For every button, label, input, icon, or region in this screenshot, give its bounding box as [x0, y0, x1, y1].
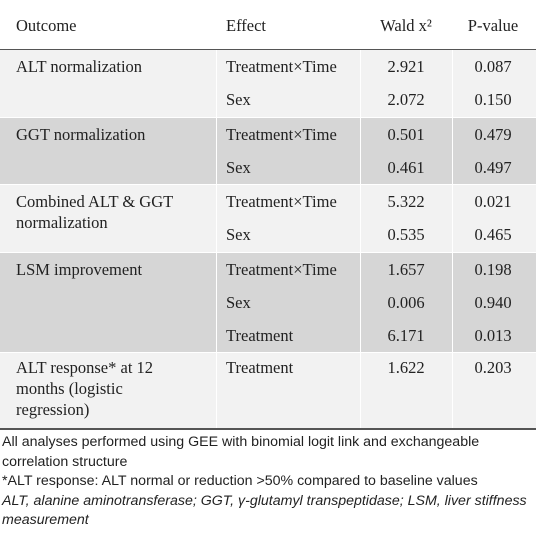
header-wald: Wald x² — [380, 16, 432, 35]
pvalue-cell: 0.150 — [474, 90, 512, 109]
header-pvalue: P-value — [467, 16, 519, 35]
effect-cell: Sex — [226, 90, 251, 109]
effect-cell: Treatment×Time — [226, 57, 337, 76]
wald-cell: 2.921 — [387, 57, 425, 76]
effect-cell: Treatment×Time — [226, 260, 337, 279]
table-group-lsm-improvement: LSM improvement Treatment×Time 1.657 0.1… — [0, 253, 536, 353]
effect-cell: Treatment×Time — [226, 125, 337, 144]
header-effect: Effect — [226, 16, 267, 35]
effect-cell: Sex — [226, 293, 251, 312]
effect-cell: Treatment — [226, 326, 294, 345]
pvalue-cell: 0.940 — [474, 293, 512, 312]
outcome-cell: ALT response* at 12 months (logistic reg… — [16, 358, 154, 419]
pvalue-cell: 0.479 — [474, 125, 512, 144]
table-group-combined-normalization: Combined ALT & GGT normalization Treatme… — [0, 185, 536, 253]
effect-cell: Treatment×Time — [226, 192, 337, 211]
outcome-cell: LSM improvement — [16, 260, 143, 279]
wald-cell: 0.501 — [387, 125, 425, 144]
wald-cell: 0.535 — [387, 225, 425, 244]
outcome-cell: ALT normalization — [16, 57, 143, 76]
header-outcome: Outcome — [16, 16, 77, 35]
pvalue-cell: 0.198 — [474, 260, 512, 279]
wald-cell: 0.006 — [387, 293, 425, 312]
footnote-method: All analyses performed using GEE with bi… — [2, 434, 480, 470]
table-group-ggt-normalization: GGT normalization Treatment×Time 0.501 0… — [0, 118, 536, 185]
pvalue-cell: 0.465 — [474, 225, 512, 244]
footnote-alt-response: *ALT response: ALT normal or reduction >… — [2, 473, 478, 489]
table-group-alt-response: ALT response* at 12 months (logistic reg… — [0, 353, 536, 430]
pvalue-cell: 0.087 — [474, 57, 512, 76]
effect-cell: Sex — [226, 158, 251, 177]
effect-cell: Treatment — [226, 358, 294, 377]
table-header: Outcome Effect Wald x² P-value — [0, 0, 536, 50]
wald-cell: 5.322 — [387, 192, 425, 211]
outcome-cell: Combined ALT & GGT normalization — [16, 192, 173, 232]
pvalue-cell: 0.203 — [474, 358, 512, 377]
pvalue-cell: 0.021 — [474, 192, 512, 211]
wald-cell: 0.461 — [387, 158, 425, 177]
wald-cell: 1.657 — [387, 260, 425, 279]
wald-cell: 2.072 — [387, 90, 425, 109]
results-table: Outcome Effect Wald x² P-value ALT norma… — [0, 0, 536, 430]
effect-cell: Sex — [226, 225, 251, 244]
pvalue-cell: 0.497 — [474, 158, 512, 177]
wald-cell: 1.622 — [387, 358, 425, 377]
pvalue-cell: 0.013 — [474, 326, 512, 345]
footnote-abbreviations: ALT, alanine aminotransferase; GGT, γ-gl… — [2, 492, 527, 529]
outcome-cell: GGT normalization — [16, 125, 146, 144]
table-group-alt-normalization: ALT normalization Treatment×Time 2.921 0… — [0, 50, 536, 118]
table-footnotes: All analyses performed using GEE with bi… — [2, 433, 536, 531]
wald-cell: 6.171 — [387, 326, 425, 345]
